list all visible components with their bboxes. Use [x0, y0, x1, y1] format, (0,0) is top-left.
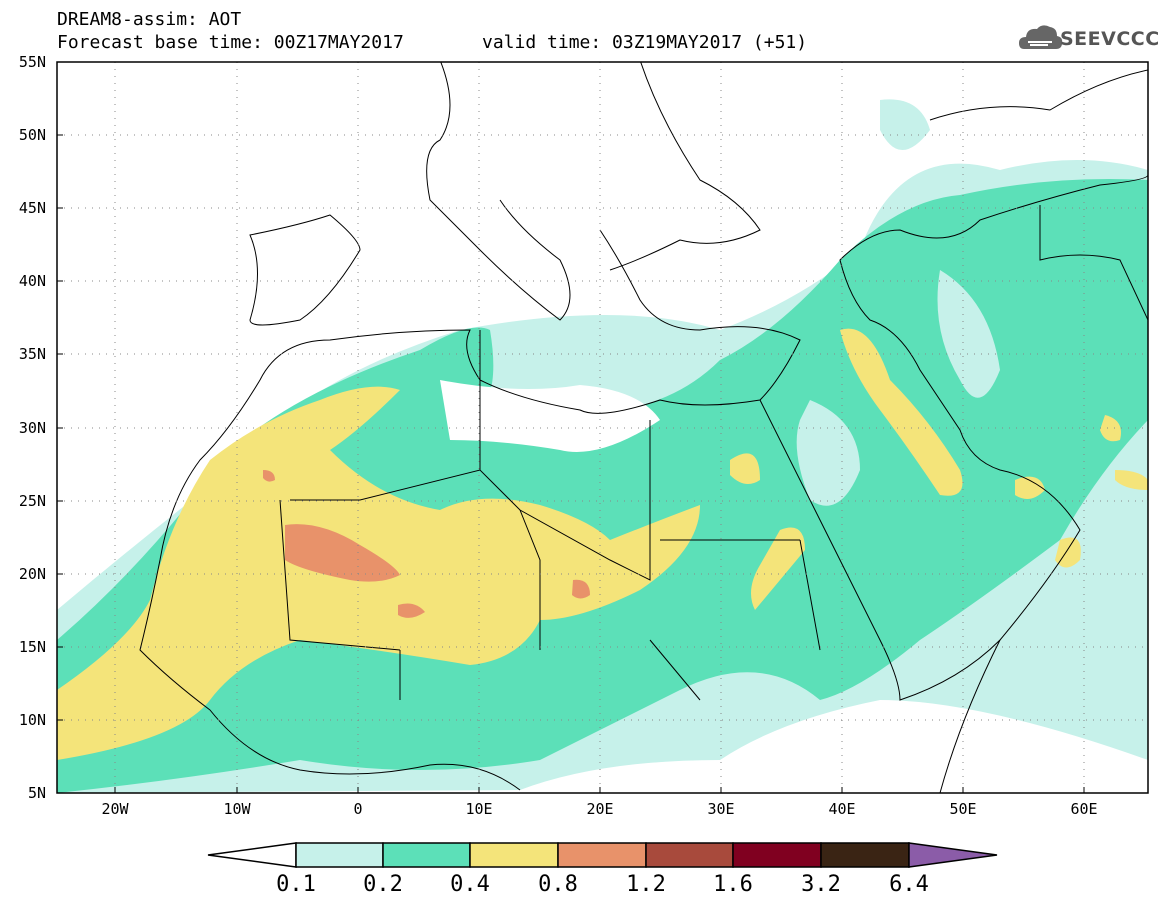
lat-label: 15N	[18, 638, 46, 656]
lat-label: 10N	[18, 711, 46, 729]
colorbar-label: 1.6	[713, 872, 753, 897]
colorbar-label: 0.1	[276, 872, 316, 897]
colorbar-segment	[820, 842, 910, 868]
lon-label: 50E	[949, 800, 977, 818]
colorbar-label: 0.8	[538, 872, 578, 897]
lon-label: 20W	[101, 800, 129, 818]
lat-label: 30N	[18, 419, 46, 437]
colorbar-segment	[557, 842, 647, 868]
map-title: DREAM8-assim: AOT	[57, 9, 242, 30]
lat-label: 25N	[18, 492, 46, 510]
lon-label: 20E	[586, 800, 614, 818]
colorbar-segment	[207, 842, 297, 868]
lon-label: 60E	[1070, 800, 1098, 818]
lon-label: 40E	[828, 800, 856, 818]
lat-label: 20N	[18, 565, 46, 583]
colorbar-segment	[469, 842, 559, 868]
lon-label: 30E	[707, 800, 735, 818]
colorbar	[207, 842, 998, 868]
colorbar-label: 6.4	[889, 872, 929, 897]
lat-label: 50N	[18, 126, 46, 144]
colorbar-segment	[295, 842, 384, 868]
valid-time: valid time: 03Z19MAY2017 (+51)	[482, 32, 808, 53]
lon-label: 10E	[465, 800, 493, 818]
colorbar-segment	[732, 842, 822, 868]
colorbar-segment	[382, 842, 471, 868]
colorbar-label: 0.4	[450, 872, 490, 897]
colorbar-label: 1.2	[626, 872, 666, 897]
colorbar-segment	[645, 842, 734, 868]
aot-field	[57, 62, 1148, 793]
forecast-base-time: Forecast base time: 00Z17MAY2017	[57, 32, 404, 53]
lon-label: 10W	[223, 800, 251, 818]
colorbar-label: 3.2	[801, 872, 841, 897]
lat-label: 55N	[18, 53, 46, 71]
lat-label: 35N	[18, 345, 46, 363]
lat-label: 45N	[18, 199, 46, 217]
colorbar-segment	[908, 842, 998, 868]
logo-text: SEEVCCC	[1060, 28, 1160, 50]
lat-label: 40N	[18, 272, 46, 290]
cloud-icon	[1019, 25, 1063, 49]
lat-label: 5N	[27, 784, 46, 802]
lon-label: 0	[353, 800, 363, 818]
colorbar-label: 0.2	[363, 872, 403, 897]
